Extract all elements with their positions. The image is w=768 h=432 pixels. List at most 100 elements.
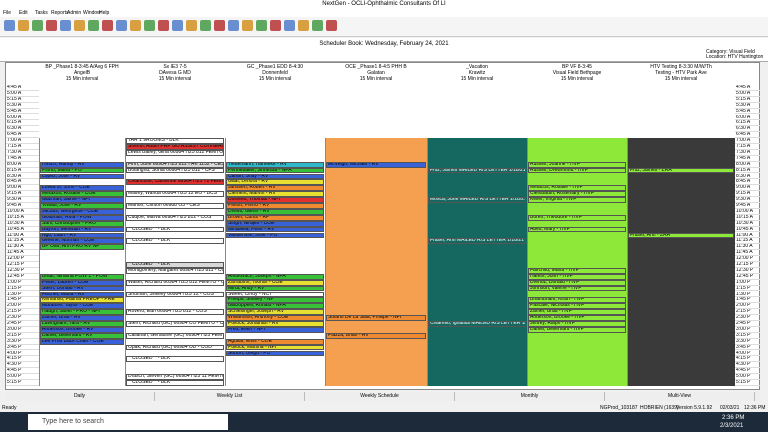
appointment[interactable]: Lopez, Jose - RV [40,173,124,180]
appointment[interactable]: Lewis Bailey, Gina 66984 H25 812 FEMTO -… [126,149,224,156]
appointment[interactable]: Gaal, Lenora - RV [226,179,324,186]
toolbar-button[interactable] [60,20,71,31]
toolbar-button[interactable] [200,20,211,31]
appointment[interactable]: Stern, Richard (GC) 66984 CO FEMTO - CFD [126,321,224,327]
appointment[interactable]: Janssen, Robert - RV [226,185,324,192]
appointment[interactable]: Brown, Curtis - RP [226,214,324,221]
tab[interactable]: Daily [5,392,155,401]
toolbar-button[interactable] [18,20,29,31]
appointment[interactable]: Anderson, Brooke - RV [40,326,124,333]
menu-item[interactable]: Admin [67,10,82,16]
appointment[interactable]: Fred, Ellen - NPI [226,326,324,333]
appointment[interactable]: Lavingham, Tara - RV [40,321,124,327]
appointment[interactable]: Tiedemann, Hanneke - RV [226,161,324,168]
appointment[interactable]: Ngo, Lauri - RV [40,232,124,239]
appointment[interactable]: Zamer, Brad - HVF [528,309,626,316]
appointment[interactable]: Daniel, Bellenfant - RV [40,332,124,339]
appointment[interactable]: Clement, Marvin - RV [226,191,324,198]
appointment[interactable]: Pieton, Pietro - RV [226,203,324,209]
appointment[interactable]: Boianghu, Sonia 66984 H25 812 - CFS [126,167,224,174]
appointment[interactable]: Johnson, Valerie - HVF [528,285,626,292]
appointment[interactable]: Anderson, Brooke - HVF [528,315,626,321]
appointment[interactable]: Chiarello, Ignatius MAILED R/S LETTER 1/… [428,321,526,327]
appointment[interactable]: Melacos, Rosalie - HVF [528,185,626,192]
appointment[interactable]: Cudjoe, Marva 66984 H25 812 - COS [126,214,224,221]
toolbar-button[interactable] [130,20,141,31]
appointment[interactable]: Boren, Theodore - HVF [528,214,626,221]
appointment[interactable]: Shuman, Shelley 66984 H25 12 - COS [126,291,224,298]
toolbar-button[interactable] [270,20,281,31]
menu-item[interactable]: File [3,10,12,16]
appointment[interactable]: Hirsch, Randy - RV [40,161,124,168]
toolbar-button[interactable] [228,20,239,31]
appointment[interactable]: Russell, Joanne - HVF [528,161,626,168]
appointment[interactable]: McVeigh, Michael - RV [326,161,426,168]
toolbar-button[interactable] [312,20,323,31]
appointment[interactable]: Bayron, Meredith - RV [40,226,124,233]
appointment[interactable]: Fritz, James MAILED R/S LETTER 1/18/21 -… [428,167,526,174]
appointment[interactable]: Solano De La Sala, Phillipe - NPI [326,315,426,321]
appointment[interactable]: Callahan, Geraldine (GC) 66984 H25 FEMTO… [126,332,224,339]
toolbar-button[interactable] [4,20,15,31]
toolbar-button[interactable] [32,20,43,31]
appointment[interactable]: Opak, Richard (GC) 66984 OD - COD [126,344,224,351]
appointment[interactable]: BP Oaff, Ann PRO RV NP [40,244,124,251]
appointment[interactable]: Guzman, Jaime - NPI [40,197,124,203]
appointment[interactable]: Aguilar, Elvis - COE [226,338,324,345]
appointment[interactable]: Zarrabinn, Tooran - COE [226,279,324,286]
appointment[interactable]: Fairchild, Maria - HVF [528,267,626,274]
appointment[interactable]: Stern, Donald - RV [40,285,124,292]
toolbar-button[interactable] [74,20,85,31]
appointment[interactable]: Pinho, Maria - PO [40,167,124,174]
appointment[interactable]: Harkin, John - HVF [528,273,626,280]
toolbar-button[interactable] [242,20,253,31]
appointment[interactable]: Rovero, Earl 66984 H25 812 - COS [126,309,224,316]
appointment[interactable]: Williamson, Anthony - COE [226,315,324,321]
appointment[interactable]: **CLOSED** - BLK [126,226,224,233]
appointment[interactable]: Finn, June 66984 H25 812 H46 1132 - CES [126,161,224,168]
appointment[interactable]: Metaxos, Rosalie - COE [40,191,124,198]
appointment[interactable]: Chiancone, Catherine 66984 H25 T2 FEMTO … [126,179,224,186]
appointment[interactable]: Jeffrey, Ralph - HVF [528,321,626,327]
toolbar-button[interactable] [46,20,57,31]
appointment[interactable]: Mirabella, Peter - RV [226,226,324,233]
appointment[interactable]: Maltey, Wanda 66984 H25 12 EO - BCS [126,191,224,198]
search-box[interactable]: Type here to search [28,414,228,430]
appointment[interactable]: TAR 1 9ROOMS - BLK [126,138,224,144]
appointment[interactable]: Mosca, June MAILED R/S LETTER 1/18/21 - … [428,197,526,203]
appointment[interactable]: Pascale, Nicholas - HVF [528,303,626,310]
tab[interactable]: Weekly Schedule [305,392,455,401]
appointment[interactable]: Daniel, Bellenfant - HVF [528,326,626,333]
appointment[interactable]: Phelps, Shelley - NP [226,297,324,304]
appointment[interactable]: Sorton, Olegu - PO [226,350,324,357]
appointment[interactable]: Manon, Clinton 66988 O3 - CES [126,203,224,209]
toolbar-button[interactable] [186,20,197,31]
appointment[interactable]: Fraser, Ann MAILED R/S LETTER 1/18/21 - … [428,238,526,245]
appointment[interactable]: Drenoz, Donald - HVF [528,279,626,286]
menu-item[interactable]: Edit [19,10,28,16]
appointment[interactable]: Gacioppelli, Ronald - NPA [226,303,324,310]
appointment[interactable]: Antolovitch, Joseph - NPA [226,273,324,280]
menu-item[interactable]: Tasks [35,10,48,16]
appointment[interactable]: Sahi, Christopher - PRO [40,220,124,227]
menu-item[interactable]: Reports [51,10,69,16]
toolbar-button[interactable] [214,20,225,31]
appointment[interactable]: Muratore, Taylor - COE [40,303,124,310]
toolbar-button[interactable] [172,20,183,31]
appointment[interactable]: Greene, Norman - COE [40,238,124,245]
appointment[interactable]: Bhambhani, Kiran - HVF [528,297,626,304]
appointment[interactable]: Pelter, Lauren - COE [40,279,124,286]
appointment[interactable]: Cleinbaum, Rosemary - HVF [528,191,626,198]
toolbar-button[interactable] [326,20,337,31]
appointment[interactable]: Russell, Drewmond - HVF [528,167,626,174]
appointment[interactable]: Fritz, James - ZRA [628,167,734,174]
appointment[interactable]: **CLOSED** - BLK [126,262,224,268]
appointment[interactable]: Lovett Jr, John - COE [40,185,124,192]
toolbar-button[interactable] [256,20,267,31]
appointment[interactable]: Dinnees, Thomas - NPI [226,197,324,203]
tab[interactable]: Monthly [455,392,605,401]
appointment[interactable]: Pollock, Jonathan - RV [226,321,324,327]
appointment[interactable]: Drasch, Steven (GC) 66984 H25 11 FEMTO -… [126,374,224,380]
appointment[interactable]: **CLOSED** - BLK [126,380,224,386]
toolbar-button[interactable] [298,20,309,31]
